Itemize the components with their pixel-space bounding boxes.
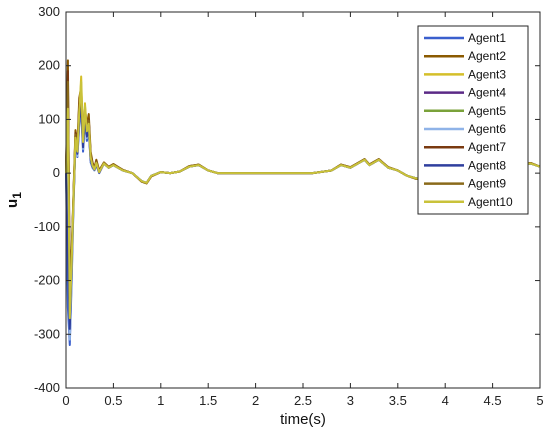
x-tick-label: 0 (62, 393, 69, 408)
y-tick-label: 0 (53, 165, 60, 180)
y-ticks: -400 -300 -200 -100 0 100 200 300 (34, 4, 540, 395)
y-axis-label-main: u (4, 199, 21, 208)
legend-label-agent10: Agent10 (468, 195, 513, 209)
x-tick-label: 4 (442, 393, 449, 408)
legend-label-agent1: Agent1 (468, 31, 506, 45)
y-tick-label: 100 (38, 111, 60, 126)
x-tick-label: 5 (536, 393, 543, 408)
y-tick-label: -200 (34, 273, 60, 288)
x-ticks: 0 0.5 1 1.5 2 2.5 3 3.5 4 4.5 5 (62, 12, 544, 408)
legend-label-agent3: Agent3 (468, 67, 506, 81)
legend-label-agent9: Agent9 (468, 177, 506, 191)
y-tick-label: -400 (34, 380, 60, 395)
y-tick-label: 300 (38, 4, 60, 19)
x-tick-label: 2 (252, 393, 259, 408)
x-tick-label: 4.5 (484, 393, 502, 408)
x-tick-label: 1 (157, 393, 164, 408)
legend-label-agent6: Agent6 (468, 122, 506, 136)
series-line-agent10 (65, 80, 541, 320)
x-tick-label: 3 (347, 393, 354, 408)
series-layer (65, 59, 541, 347)
x-tick-label: 0.5 (104, 393, 122, 408)
y-axis-label: u1 (4, 192, 24, 208)
legend-label-agent2: Agent2 (468, 49, 506, 63)
y-tick-label: -300 (34, 326, 60, 341)
y-axis-label-subscript: 1 (10, 192, 24, 199)
legend-label-agent7: Agent7 (468, 140, 506, 154)
legend-label-agent5: Agent5 (468, 104, 506, 118)
y-tick-label: -100 (34, 219, 60, 234)
x-tick-label: 1.5 (199, 393, 217, 408)
y-tick-label: 200 (38, 58, 60, 73)
x-tick-label: 2.5 (294, 393, 312, 408)
legend-label-agent4: Agent4 (468, 86, 506, 100)
x-tick-label: 3.5 (389, 393, 407, 408)
legend-label-agent8: Agent8 (468, 158, 506, 172)
x-axis-label: time(s) (280, 411, 326, 428)
legend: Agent1 Agent2 Agent3 Agent4 Agent5 Agent6 Agen… (417, 25, 529, 215)
